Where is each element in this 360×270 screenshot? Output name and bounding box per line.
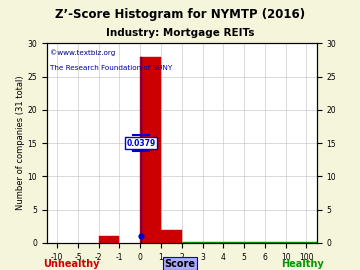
Text: ©www.textbiz.org: ©www.textbiz.org <box>50 49 115 56</box>
Y-axis label: Number of companies (31 total): Number of companies (31 total) <box>15 76 24 210</box>
Text: Z’-Score Histogram for NYMTP (2016): Z’-Score Histogram for NYMTP (2016) <box>55 8 305 21</box>
Bar <box>161 230 182 243</box>
Text: Industry: Mortgage REITs: Industry: Mortgage REITs <box>106 28 254 38</box>
Text: Healthy: Healthy <box>281 259 324 269</box>
Text: 0.0379: 0.0379 <box>126 139 156 148</box>
Text: The Research Foundation of SUNY: The Research Foundation of SUNY <box>50 65 172 71</box>
Bar <box>140 56 161 243</box>
Text: Unhealthy: Unhealthy <box>43 259 100 269</box>
Text: Score: Score <box>165 259 195 269</box>
Bar <box>99 236 120 243</box>
